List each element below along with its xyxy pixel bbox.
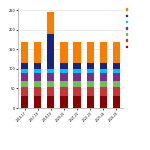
Bar <box>87 73 94 81</box>
Bar <box>34 69 41 73</box>
Bar <box>47 12 54 34</box>
Bar <box>47 87 54 96</box>
Bar <box>34 73 41 81</box>
Bar <box>47 34 54 69</box>
Bar <box>74 87 81 96</box>
Bar <box>21 96 28 108</box>
Bar <box>74 69 81 73</box>
Bar <box>100 81 107 87</box>
Bar <box>47 69 54 73</box>
Bar <box>100 87 107 96</box>
Bar <box>113 81 120 87</box>
Bar <box>113 63 120 69</box>
Bar <box>100 73 107 81</box>
Legend: , , , , , , : , , , , , , <box>125 7 128 49</box>
Bar <box>21 69 28 73</box>
Bar <box>60 81 68 87</box>
Bar <box>34 42 41 63</box>
Bar <box>100 63 107 69</box>
Bar <box>87 63 94 69</box>
Bar <box>74 42 81 63</box>
Bar <box>47 73 54 81</box>
Bar <box>34 63 41 69</box>
Bar <box>113 73 120 81</box>
Bar <box>100 96 107 108</box>
Bar <box>74 73 81 81</box>
Bar <box>87 96 94 108</box>
Bar <box>74 81 81 87</box>
Bar <box>74 63 81 69</box>
Bar <box>47 96 54 108</box>
Bar <box>34 96 41 108</box>
Bar <box>60 87 68 96</box>
Bar <box>60 96 68 108</box>
Bar <box>34 81 41 87</box>
Bar <box>113 69 120 73</box>
Bar <box>87 81 94 87</box>
Bar <box>34 87 41 96</box>
Bar <box>21 87 28 96</box>
Bar <box>60 69 68 73</box>
Bar <box>113 42 120 63</box>
Bar <box>60 73 68 81</box>
Bar <box>74 96 81 108</box>
Bar <box>87 69 94 73</box>
Bar <box>87 87 94 96</box>
Bar <box>21 81 28 87</box>
Bar <box>60 42 68 63</box>
Bar <box>100 42 107 63</box>
Bar <box>21 63 28 69</box>
Bar <box>47 81 54 87</box>
Bar <box>60 63 68 69</box>
Bar <box>113 96 120 108</box>
Bar <box>100 69 107 73</box>
Bar <box>87 42 94 63</box>
Bar <box>21 42 28 63</box>
Bar <box>113 87 120 96</box>
Bar <box>21 73 28 81</box>
